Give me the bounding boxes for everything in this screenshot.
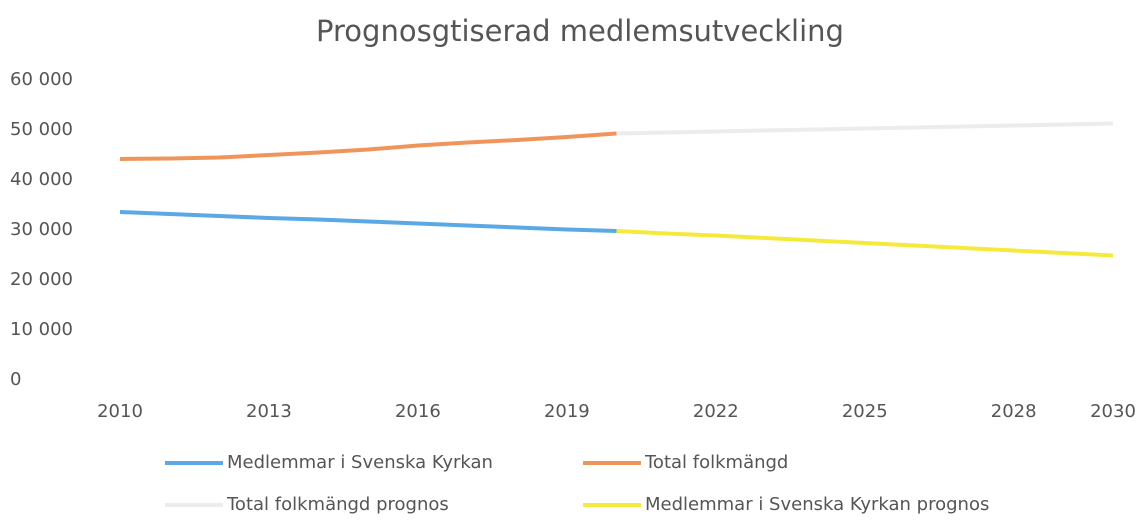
series-line: [616, 229, 1114, 258]
y-tick-label: 50 000: [10, 119, 73, 140]
x-tick-label: 2016: [395, 401, 441, 422]
y-tick-label: 40 000: [10, 169, 73, 190]
x-tick-label: 2010: [97, 401, 143, 422]
y-tick-label: 0: [10, 369, 21, 390]
x-tick-label: 2022: [693, 401, 739, 422]
y-tick-label: 10 000: [10, 319, 73, 340]
legend-label: Total folkmängd: [644, 452, 788, 473]
series-line: [616, 121, 1114, 136]
legend-label: Medlemmar i Svenska Kyrkan prognos: [645, 494, 989, 515]
series-line: [119, 210, 617, 233]
x-tick-label: 2019: [544, 401, 590, 422]
legend-label: Total folkmängd prognos: [226, 494, 449, 515]
x-tick-label: 2030: [1090, 401, 1136, 422]
series-line: [119, 131, 617, 161]
chart-title: Prognosgtiserad medlemsutveckling: [316, 14, 844, 48]
x-tick-label: 2013: [246, 401, 292, 422]
legend-label: Medlemmar i Svenska Kyrkan: [227, 452, 493, 473]
x-tick-label: 2028: [991, 401, 1037, 422]
y-tick-label: 30 000: [10, 219, 73, 240]
x-tick-label: 2025: [842, 401, 888, 422]
y-tick-label: 20 000: [10, 269, 73, 290]
y-tick-label: 60 000: [10, 69, 73, 90]
